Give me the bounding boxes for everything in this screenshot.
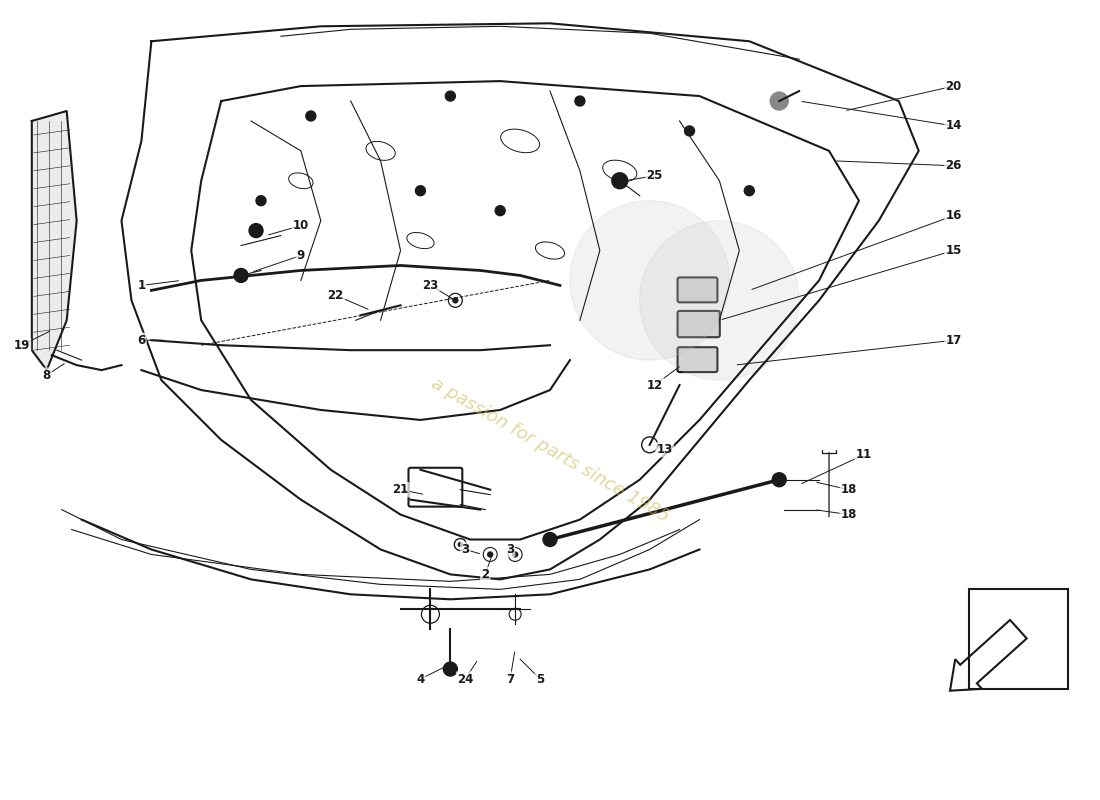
Circle shape bbox=[416, 186, 426, 196]
Text: 2: 2 bbox=[481, 568, 490, 581]
Circle shape bbox=[459, 542, 462, 546]
Text: 7: 7 bbox=[506, 673, 514, 686]
Circle shape bbox=[684, 126, 694, 136]
Circle shape bbox=[513, 552, 518, 557]
Circle shape bbox=[570, 201, 729, 360]
Circle shape bbox=[249, 224, 263, 238]
Text: 18: 18 bbox=[840, 483, 857, 496]
Circle shape bbox=[770, 92, 789, 110]
Text: 5: 5 bbox=[536, 673, 544, 686]
FancyBboxPatch shape bbox=[678, 311, 719, 338]
Text: 14: 14 bbox=[945, 119, 961, 133]
Text: 23: 23 bbox=[422, 279, 439, 292]
Circle shape bbox=[234, 269, 249, 282]
Circle shape bbox=[543, 533, 557, 546]
Circle shape bbox=[453, 298, 458, 303]
Circle shape bbox=[745, 186, 755, 196]
Circle shape bbox=[495, 206, 505, 216]
Text: 22: 22 bbox=[328, 289, 344, 302]
Text: 4: 4 bbox=[416, 673, 425, 686]
Circle shape bbox=[640, 221, 799, 380]
Text: 6: 6 bbox=[138, 334, 145, 346]
FancyArrow shape bbox=[950, 620, 1026, 690]
Circle shape bbox=[487, 552, 493, 557]
Text: 20: 20 bbox=[946, 79, 961, 93]
Circle shape bbox=[256, 196, 266, 206]
Text: 9: 9 bbox=[297, 249, 305, 262]
Text: 16: 16 bbox=[945, 209, 961, 222]
Text: 18: 18 bbox=[840, 508, 857, 521]
Text: 3: 3 bbox=[461, 543, 470, 556]
Text: 3: 3 bbox=[506, 543, 514, 556]
Text: 10: 10 bbox=[293, 219, 309, 232]
FancyBboxPatch shape bbox=[678, 278, 717, 302]
Circle shape bbox=[772, 473, 786, 486]
Text: 8: 8 bbox=[43, 369, 51, 382]
Text: 21: 21 bbox=[393, 483, 408, 496]
Text: 13: 13 bbox=[657, 443, 673, 456]
Circle shape bbox=[612, 173, 628, 189]
Text: 19: 19 bbox=[13, 338, 30, 352]
Text: 12: 12 bbox=[647, 378, 663, 391]
Circle shape bbox=[575, 96, 585, 106]
Text: a passion for parts since 1985: a passion for parts since 1985 bbox=[428, 374, 672, 526]
Circle shape bbox=[446, 91, 455, 101]
Circle shape bbox=[306, 111, 316, 121]
Circle shape bbox=[443, 662, 458, 676]
Text: 11: 11 bbox=[856, 448, 872, 462]
Text: 26: 26 bbox=[945, 159, 961, 172]
Polygon shape bbox=[32, 111, 77, 370]
Text: 25: 25 bbox=[647, 170, 663, 182]
Text: 17: 17 bbox=[946, 334, 961, 346]
Text: 1: 1 bbox=[138, 279, 145, 292]
Text: 15: 15 bbox=[945, 244, 961, 257]
FancyBboxPatch shape bbox=[678, 347, 717, 372]
Text: 24: 24 bbox=[458, 673, 473, 686]
